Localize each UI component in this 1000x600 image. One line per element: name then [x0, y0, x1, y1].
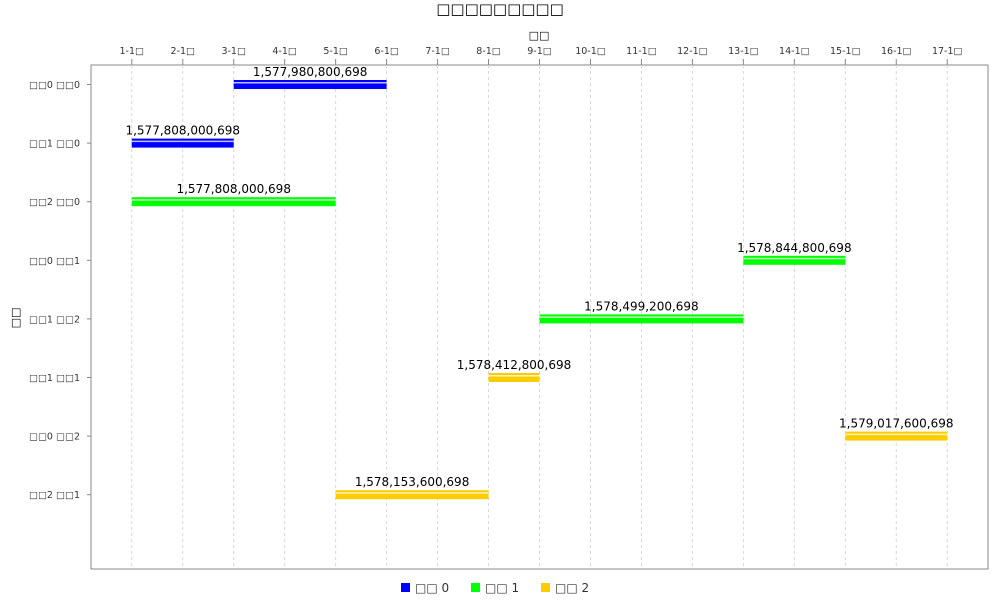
- task-data-label: 1,579,017,600,698: [839, 417, 954, 431]
- x-tick-label: 15-1□: [830, 46, 861, 57]
- x-tick-label: 7-1□: [425, 46, 450, 57]
- y-tick-label: □□1 □□2: [29, 314, 80, 325]
- y-axis-title: □□: [9, 308, 22, 329]
- x-tick-label: 14-1□: [779, 46, 810, 57]
- task-data-label: 1,578,844,800,698: [737, 241, 852, 255]
- x-axis-title: □□: [529, 29, 550, 42]
- x-tick-label: 12-1□: [677, 46, 708, 57]
- x-tick-label: 3-1□: [221, 46, 246, 57]
- task-bar-highlight: [488, 375, 540, 377]
- task-bar-highlight: [539, 316, 744, 318]
- x-tick-label: 13-1□: [728, 46, 759, 57]
- task-bar: [335, 490, 489, 500]
- legend: □□ 0 □□ 1 □□ 2: [401, 581, 589, 595]
- x-tick-label: 1-1□: [120, 46, 145, 57]
- task-bar-highlight: [131, 199, 336, 201]
- x-tick-label: 16-1□: [881, 46, 912, 57]
- x-tick-label: 6-1□: [374, 46, 399, 57]
- x-tick-label: 10-1□: [575, 46, 606, 57]
- task-bar: [845, 431, 948, 441]
- x-tick-labels: 1-1□ 2-1□ 3-1□ 4-1□ 5-1□ 6-1□ 7-1□ 8-1□ 9-1□ 10-1…: [120, 46, 963, 65]
- y-tick-label: □□1 □□1: [29, 373, 80, 384]
- chart-title: □□□□□□□□□: [436, 0, 564, 18]
- task-bar-highlight: [335, 492, 489, 494]
- y-tick-labels: □□0 □□0 □□1 □□0 □□2 □□0 □□0 □□1 □□1 □□2 □□1 □…: [29, 80, 91, 501]
- legend-label: □□ 2: [555, 581, 589, 595]
- x-tick-label: 5-1□: [323, 46, 348, 57]
- task-bar: [539, 314, 744, 324]
- legend-label: □□ 0: [415, 581, 449, 595]
- task-data-label: 1,577,808,000,698: [125, 124, 240, 138]
- task-bar-highlight: [743, 257, 846, 260]
- task-labels: 1,577,980,800,698 1,577,808,000,698 1,577,…: [125, 65, 953, 489]
- y-tick-label: □□2 □□0: [29, 197, 80, 208]
- legend-swatch: [471, 583, 480, 592]
- task-data-label: 1,578,153,600,698: [355, 475, 470, 489]
- legend-swatch: [401, 583, 410, 592]
- task-bar-highlight: [845, 433, 948, 436]
- y-tick-label: □□0 □□1: [29, 256, 80, 267]
- task-bar: [131, 197, 336, 207]
- legend-swatch: [541, 583, 550, 592]
- task-data-label: 1,577,980,800,698: [253, 65, 368, 79]
- x-tick-label: 8-1□: [476, 46, 501, 57]
- x-tick-label: 4-1□: [272, 46, 297, 57]
- legend-label: □□ 1: [485, 581, 519, 595]
- y-tick-label: □□0 □□2: [29, 432, 80, 443]
- x-tick-label: 2-1□: [170, 46, 195, 57]
- task-bars: [131, 80, 948, 500]
- task-bar-highlight: [131, 140, 234, 143]
- task-bar: [233, 80, 387, 89]
- y-tick-label: □□2 □□1: [29, 490, 80, 501]
- y-tick-label: □□1 □□0: [29, 139, 80, 150]
- task-data-label: 1,578,499,200,698: [584, 299, 699, 313]
- task-data-label: 1,578,412,800,698: [457, 358, 572, 372]
- task-data-label: 1,577,808,000,698: [176, 182, 291, 196]
- x-tick-label: 17-1□: [932, 46, 963, 57]
- x-tick-label: 11-1□: [626, 46, 657, 57]
- task-bar-highlight: [233, 82, 387, 84]
- task-bar: [488, 373, 540, 382]
- x-tick-label: 9-1□: [527, 46, 552, 57]
- task-bar: [131, 138, 234, 148]
- y-tick-label: □□0 □□0: [29, 80, 80, 91]
- task-bar: [743, 255, 846, 265]
